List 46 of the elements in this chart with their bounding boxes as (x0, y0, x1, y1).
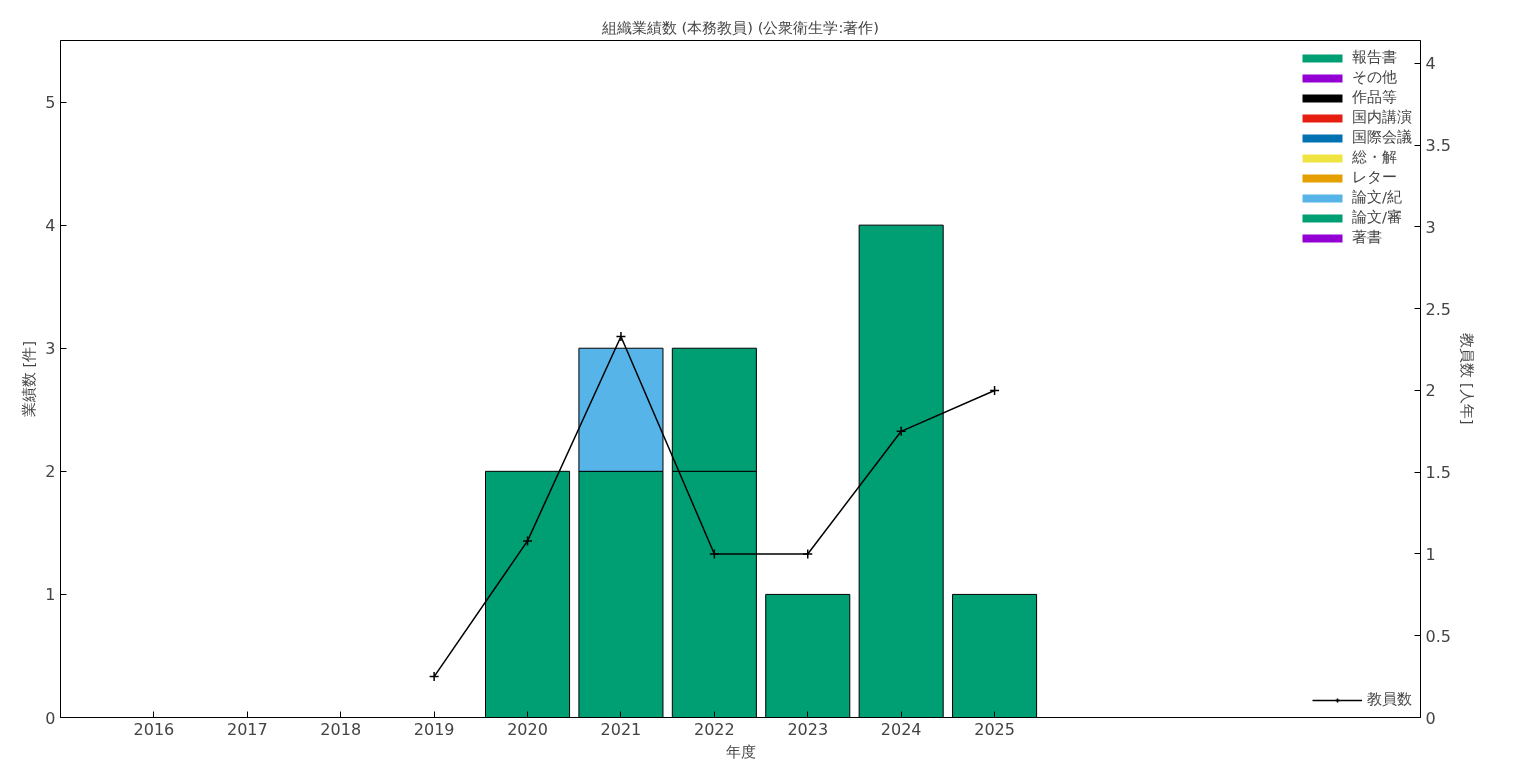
y2-tick-label: 2.5 (1425, 299, 1451, 319)
legend-label: 作品等 (1352, 88, 1397, 107)
y2-tick-label: 3 (1425, 217, 1436, 237)
y-axis-title: 業績数 [件] (20, 340, 38, 418)
legend-label: 報告書 (1352, 48, 1397, 67)
x-tick-label: 2020 (507, 719, 548, 739)
x-tick-label: 2022 (693, 719, 735, 739)
x-axis-title: 年度 (725, 742, 756, 760)
legend-label: 論文/紀 (1352, 188, 1402, 207)
point (615, 331, 627, 342)
point (895, 426, 907, 437)
y2-tick-label: 1.5 (1425, 463, 1451, 483)
chart-title: 組織業績数 (本務教員) (公衆衛生学:著作) (600, 18, 880, 36)
x-tick-label: 2023 (787, 719, 829, 739)
y-tick-label: 4 (45, 216, 56, 236)
legend-label: 国際会議 (1352, 128, 1412, 147)
legend-label: 著書 (1352, 228, 1382, 247)
x-tick-label: 2019 (413, 719, 455, 739)
point (428, 671, 440, 682)
point (709, 548, 720, 560)
y-tick-label: 0 (45, 708, 56, 728)
y2-tick-label: 0 (1425, 708, 1436, 728)
y2-tick-label: 1 (1425, 544, 1436, 564)
legend-label: 論文/審 (1352, 208, 1402, 227)
legend-label: レター (1352, 168, 1397, 187)
y-tick-label: 3 (45, 339, 56, 359)
x-tick-label: 2024 (880, 719, 922, 739)
legend-label: 総・解 (1352, 148, 1397, 167)
y-tick-label: 1 (45, 585, 56, 605)
x-tick-label: 2017 (226, 719, 268, 739)
y2-tick-label: 4 (1425, 54, 1436, 74)
point (802, 548, 813, 560)
y2-axis-title: 教員数 [人年] (1458, 333, 1476, 425)
legend-label: 教員数 (1367, 690, 1412, 709)
y2-tick-label: 2 (1425, 381, 1436, 401)
y-tick-label: 2 (45, 462, 56, 482)
x-tick-label: 2016 (133, 719, 175, 739)
x-tick-label: 2025 (974, 719, 1015, 739)
y2-tick-label: 3.5 (1425, 136, 1451, 156)
legend-label: その他 (1352, 68, 1397, 87)
point (522, 535, 533, 547)
y-tick-label: 5 (45, 93, 56, 113)
y2-tick-label: 0.5 (1425, 626, 1451, 646)
x-tick-label: 2021 (600, 719, 642, 739)
x-tick-label: 2018 (320, 719, 362, 739)
legend-label: 国内講演 (1352, 108, 1412, 127)
